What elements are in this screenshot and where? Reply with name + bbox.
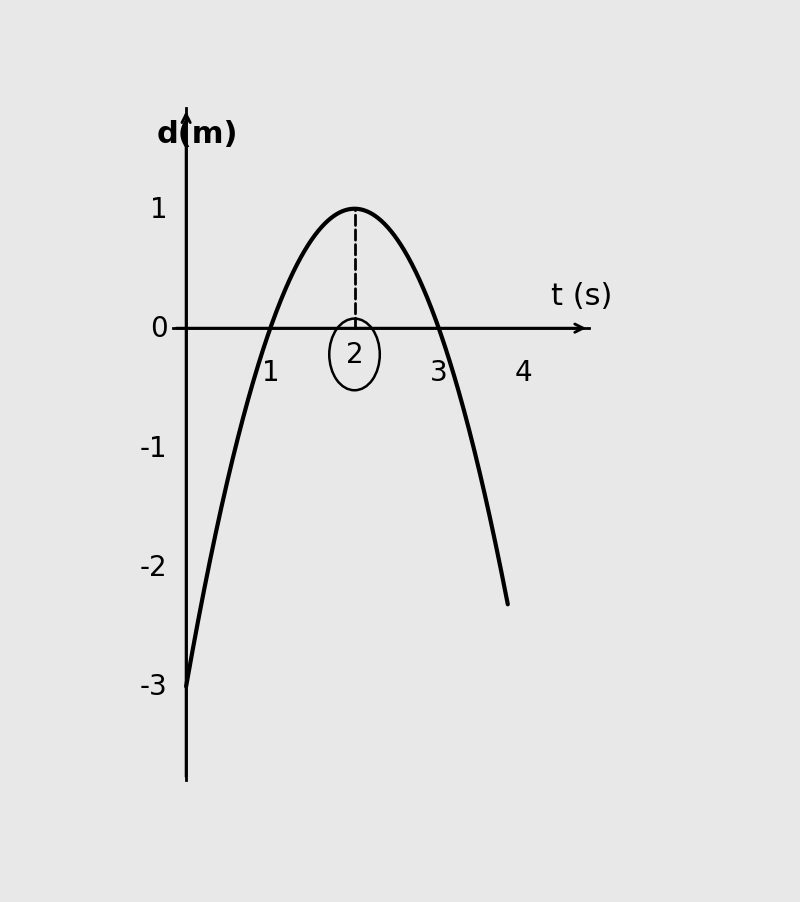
Text: -1: -1 bbox=[140, 434, 167, 462]
Text: 3: 3 bbox=[430, 359, 448, 387]
Text: 1: 1 bbox=[262, 359, 279, 387]
Text: t (s): t (s) bbox=[551, 282, 613, 311]
Text: 1: 1 bbox=[150, 196, 167, 224]
Text: 0: 0 bbox=[150, 315, 167, 343]
Text: 4: 4 bbox=[514, 359, 532, 387]
Text: -3: -3 bbox=[140, 673, 167, 701]
Text: -2: -2 bbox=[140, 554, 167, 582]
Text: 2: 2 bbox=[346, 341, 363, 369]
Text: d(m): d(m) bbox=[157, 120, 238, 149]
